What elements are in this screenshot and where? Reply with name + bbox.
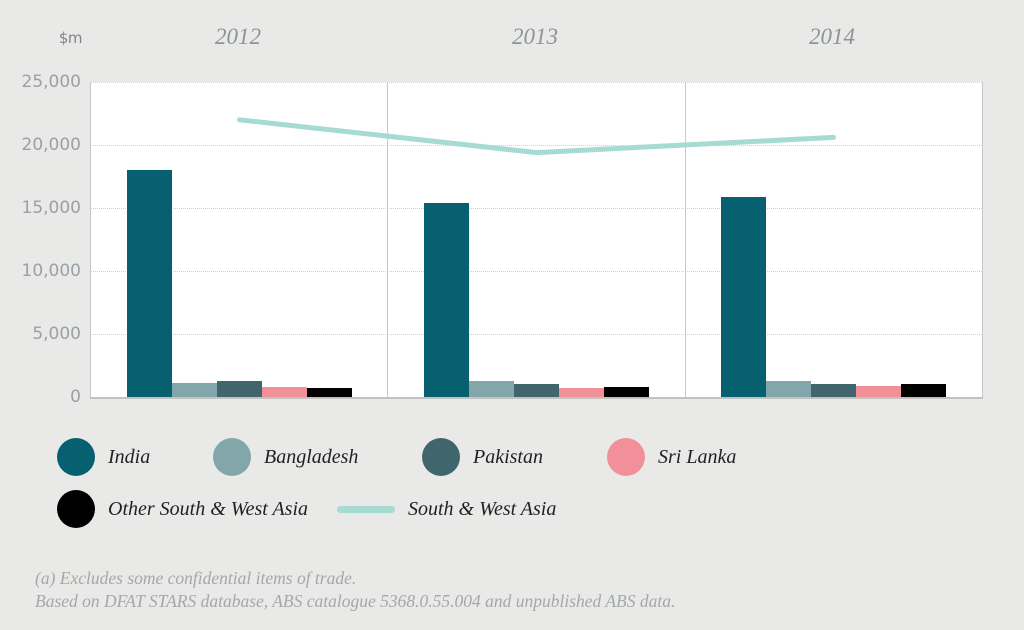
bar-bangladesh-2014 (766, 381, 812, 397)
bar-india-2012 (126, 170, 172, 397)
panel-2014 (686, 82, 982, 397)
bar-other-south-west-asia-2012 (306, 387, 352, 397)
y-axis: 0 5,000 10,000 15,000 20,000 25,000 (0, 72, 81, 407)
bar-pakistan-2013 (513, 383, 559, 397)
panel-2012 (91, 82, 389, 397)
panel-2013 (388, 82, 686, 397)
bar-sri-lanka-2012 (261, 386, 307, 397)
y-axis-tick-label: 25,000 (21, 72, 81, 92)
y-axis-tick-label: 10,000 (21, 261, 81, 281)
y-axis-tick-label: 0 (70, 387, 81, 407)
south-west-asia-line-swatch (337, 505, 395, 513)
legend-item-south-west-asia-line: South & West Asia (337, 489, 556, 529)
line-overlay (237, 117, 836, 156)
legend-label-sri-lanka: Sri Lanka (658, 445, 737, 468)
bar-pakistan-2014 (811, 383, 857, 397)
legend-item-india: India (57, 437, 150, 477)
bar-bangladesh-2013 (468, 381, 514, 397)
bar-group-2014 (686, 82, 982, 397)
bar-other-south-west-asia-2013 (603, 386, 649, 397)
year-label-2014: 2014 (809, 24, 855, 49)
other-south-west-asia-color-dot (57, 490, 95, 528)
legend-item-other-south-west-asia: Other South & West Asia (57, 489, 308, 529)
legend-item-bangladesh: Bangladesh (213, 437, 358, 477)
bar-sri-lanka-2014 (856, 386, 902, 397)
bar-india-2014 (721, 196, 767, 397)
bangladesh-color-dot (213, 438, 251, 476)
legend-item-sri-lanka: Sri Lanka (607, 437, 736, 477)
legend-label-india: India (108, 445, 151, 468)
bar-sri-lanka-2013 (558, 387, 604, 397)
bar-india-2013 (423, 202, 469, 397)
year-panels (91, 82, 982, 397)
legend-label-other-south-west-asia: Other South & West Asia (108, 497, 309, 520)
y-axis-tick-label: 20,000 (21, 135, 81, 155)
bar-other-south-west-asia-2014 (901, 384, 947, 397)
footnotes: (a) Excludes some confidential items of … (35, 567, 675, 612)
bar-group-2012 (91, 82, 387, 397)
line-south-west-asia (237, 117, 836, 156)
bar-bangladesh-2012 (171, 383, 217, 397)
legend-label-pakistan: Pakistan (473, 445, 543, 468)
plot-area (90, 82, 983, 399)
legend-label-bangladesh: Bangladesh (264, 445, 359, 468)
footnote-line-1: (a) Excludes some confidential items of … (35, 568, 357, 588)
pakistan-color-dot (422, 438, 460, 476)
y-axis-unit-label: $m (58, 29, 83, 47)
footnote-line-2: Based on DFAT STARS database, ABS catalo… (35, 590, 676, 611)
legend-item-pakistan: Pakistan (422, 437, 543, 477)
india-color-dot (57, 438, 95, 476)
legend-label-south-west-asia: South & West Asia (408, 497, 557, 520)
year-label-2012: 2012 (215, 24, 261, 49)
bar-group-2013 (388, 82, 684, 397)
year-label-2013: 2013 (512, 24, 558, 49)
y-axis-tick-label: 5,000 (32, 324, 81, 344)
y-axis-tick-label: 15,000 (21, 198, 81, 218)
sri-lanka-color-dot (607, 438, 645, 476)
bar-pakistan-2012 (216, 380, 262, 397)
